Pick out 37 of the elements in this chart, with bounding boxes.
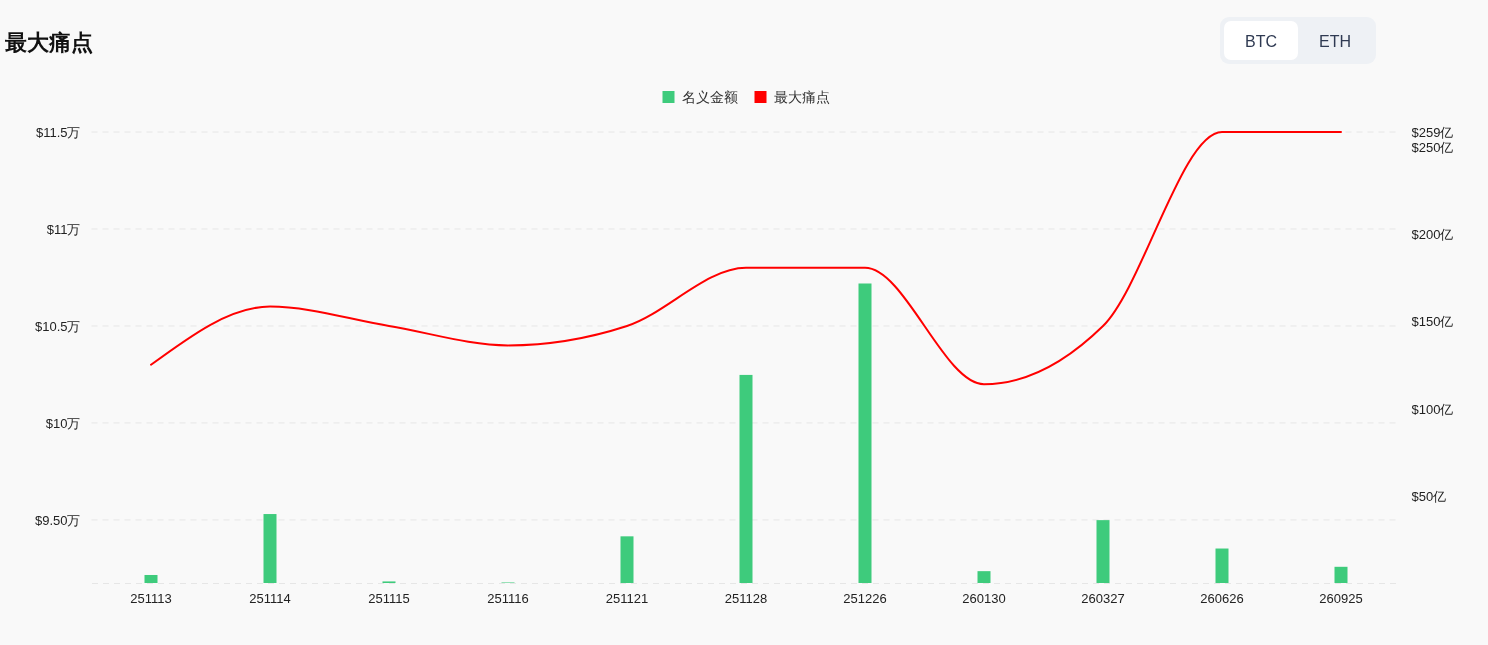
x-tick-label: 251114 xyxy=(249,591,291,607)
text: BTC xyxy=(1245,32,1277,50)
bar xyxy=(858,283,872,583)
x-tick-label: 251113 xyxy=(130,591,172,607)
x-tick-label: 251226 xyxy=(843,591,887,607)
legend-label: 最大痛点 xyxy=(773,89,830,105)
y2-tick-label: $100亿 xyxy=(1411,401,1454,417)
line-series xyxy=(150,131,1342,386)
bar xyxy=(739,374,753,583)
bar xyxy=(144,574,158,583)
y-tick-label: $11万 xyxy=(46,221,81,237)
bar xyxy=(1334,566,1348,583)
bar xyxy=(620,536,634,583)
text: ETH xyxy=(1319,32,1351,50)
y2-tick-label: $150亿 xyxy=(1411,314,1454,330)
bar xyxy=(1215,548,1229,583)
bar xyxy=(977,571,991,583)
bar xyxy=(1096,520,1110,583)
y2-tick-label: $259亿 xyxy=(1411,124,1454,140)
x-tick-label: 251115 xyxy=(368,591,410,607)
x-tick-label: 260327 xyxy=(1081,591,1125,607)
legend-label: 名义金额 xyxy=(681,89,738,105)
y2-tick-label: $50亿 xyxy=(1411,488,1447,504)
y2-tick-label: $200亿 xyxy=(1411,227,1454,243)
x-tick-label: 260925 xyxy=(1319,591,1363,607)
x-tick-label: 260626 xyxy=(1200,591,1244,607)
chart-title: 最大痛点 xyxy=(4,30,93,55)
y-tick-label: $10万 xyxy=(45,415,81,431)
y-tick-label: $9.50万 xyxy=(34,512,81,528)
y-tick-label: $10.5万 xyxy=(34,318,81,334)
x-tick-label: 251128 xyxy=(724,591,768,607)
x-tick-label: 251116 xyxy=(487,591,529,607)
y-tick-label: $11.5万 xyxy=(35,124,81,140)
y2-tick-label: $250亿 xyxy=(1411,140,1454,156)
x-tick-label: 260130 xyxy=(962,591,1006,607)
bar xyxy=(263,514,277,583)
x-tick-label: 251121 xyxy=(605,591,649,607)
